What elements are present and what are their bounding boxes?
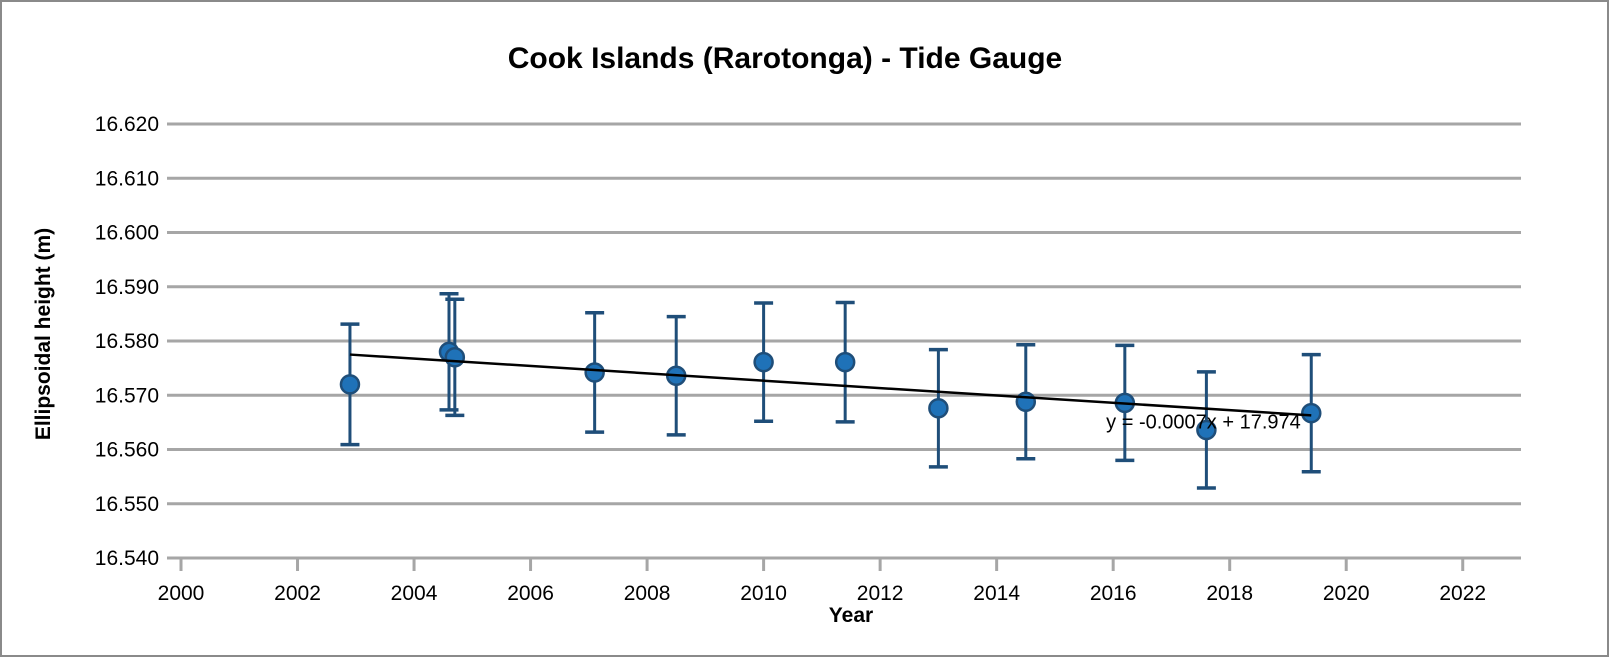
- x-axis-title: Year: [828, 604, 874, 627]
- y-tick-label: 16.590: [95, 276, 159, 299]
- x-tick-label: 2020: [1323, 582, 1370, 605]
- x-tick-label: 2016: [1090, 582, 1137, 605]
- y-tick-label: 16.570: [95, 384, 159, 407]
- data-point-marker: [444, 347, 466, 368]
- data-point-marker: [928, 398, 949, 419]
- y-tick-label: 16.550: [95, 493, 159, 516]
- x-tick-label: 2018: [1206, 582, 1253, 605]
- y-tick-label: 16.580: [95, 330, 159, 353]
- x-tick-label: 2004: [391, 582, 438, 605]
- trendline: [349, 353, 1312, 417]
- data-point-marker: [584, 362, 605, 383]
- x-tick-label: 2000: [158, 582, 205, 605]
- x-tick-label: 2014: [973, 582, 1020, 605]
- chart-title: Cook Islands (Rarotonga) - Tide Gauge: [507, 42, 1063, 75]
- data-point-marker: [1015, 391, 1037, 413]
- x-tick-label: 2012: [857, 582, 904, 605]
- y-tick-label: 16.540: [95, 547, 159, 570]
- data-point-marker: [753, 351, 774, 373]
- y-tick-label: 16.600: [95, 222, 159, 245]
- x-tick-label: 2002: [274, 582, 321, 605]
- data-point-marker: [834, 351, 856, 373]
- x-tick-label: 2008: [624, 582, 671, 605]
- data-point-marker: [339, 374, 361, 395]
- trendline-equation: y = -0.0007x + 17.974: [1106, 411, 1301, 433]
- x-tick-label: 2022: [1439, 582, 1486, 605]
- y-tick-label: 16.620: [95, 113, 159, 136]
- data-point-marker: [1196, 419, 1217, 441]
- y-tick-label: 16.560: [95, 439, 159, 462]
- data-point-marker: [1301, 402, 1322, 424]
- x-tick-label: 2006: [507, 582, 554, 605]
- y-tick-label: 16.610: [95, 167, 159, 190]
- x-tick-label: 2010: [740, 582, 787, 605]
